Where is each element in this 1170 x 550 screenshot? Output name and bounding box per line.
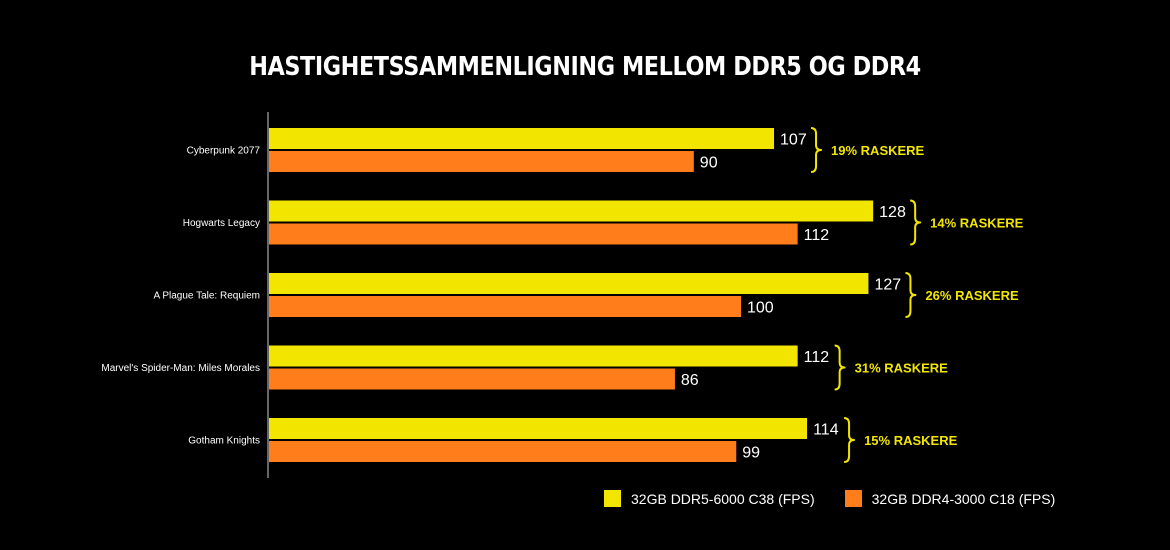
brace-icon [834, 344, 846, 391]
data-label: 86 [681, 372, 699, 389]
data-label: 99 [742, 445, 760, 462]
bar-ddr4 [269, 441, 737, 462]
legend-label-ddr5: 32GB DDR5-6000 C38 (FPS) [631, 490, 815, 507]
data-label: 107 [780, 132, 807, 149]
data-label: 100 [747, 300, 774, 317]
bar-ddr5 [269, 345, 798, 367]
legend-item-ddr5: 32GB DDR5-6000 C38 (FPS) [604, 490, 815, 507]
category-label: Marvel's Spider-Man: Miles Morales [101, 363, 260, 374]
brace-icon [810, 127, 823, 173]
difference-annotation: 14% RASKERE [930, 216, 1024, 231]
bar-ddr5 [269, 418, 808, 439]
legend-label-ddr4: 32GB DDR4-3000 C18 (FPS) [871, 490, 1056, 507]
legend-item-ddr4: 32GB DDR4-3000 C18 (FPS) [844, 490, 1056, 507]
category-label: Hogwarts Legacy [183, 218, 260, 229]
brace-icon [844, 417, 856, 463]
bar-ddr5 [269, 128, 775, 149]
difference-annotation: 31% RASKERE [855, 361, 949, 376]
category-label: Cyberpunk 2077 [187, 146, 261, 157]
bar-ddr4 [269, 368, 675, 390]
data-label: 128 [879, 204, 906, 221]
legend-swatch-ddr4 [844, 490, 862, 507]
bar-ddr4 [269, 296, 741, 317]
data-label: 90 [700, 155, 718, 172]
data-label: 127 [874, 277, 901, 294]
plot-area: Cyberpunk 2077 107 90 19% RASKERE Hogwarts L… [101, 127, 1024, 463]
chart-title: HASTIGHETSSAMMENLIGNING MELLOM DDR5 OG D… [249, 52, 921, 82]
legend-swatch-ddr5 [604, 490, 621, 507]
brace-icon [910, 199, 922, 246]
difference-annotation: 15% RASKERE [864, 433, 958, 448]
data-label: 112 [804, 227, 830, 244]
data-label: 114 [813, 422, 839, 439]
bar-ddr5 [269, 200, 874, 222]
bar-ddr4 [269, 223, 798, 245]
bar-ddr4 [269, 151, 694, 172]
legend: 32GB DDR5-6000 C38 (FPS) 32GB DDR4-3000 … [604, 490, 1085, 507]
category-label: A Plague Tale: Requiem [153, 291, 260, 302]
brace-icon [905, 272, 917, 318]
difference-annotation: 26% RASKERE [925, 288, 1019, 303]
bar-ddr5 [269, 273, 869, 294]
category-label: Gotham Knights [188, 436, 260, 447]
difference-annotation: 19% RASKERE [831, 143, 925, 158]
data-label: 112 [804, 349, 830, 366]
